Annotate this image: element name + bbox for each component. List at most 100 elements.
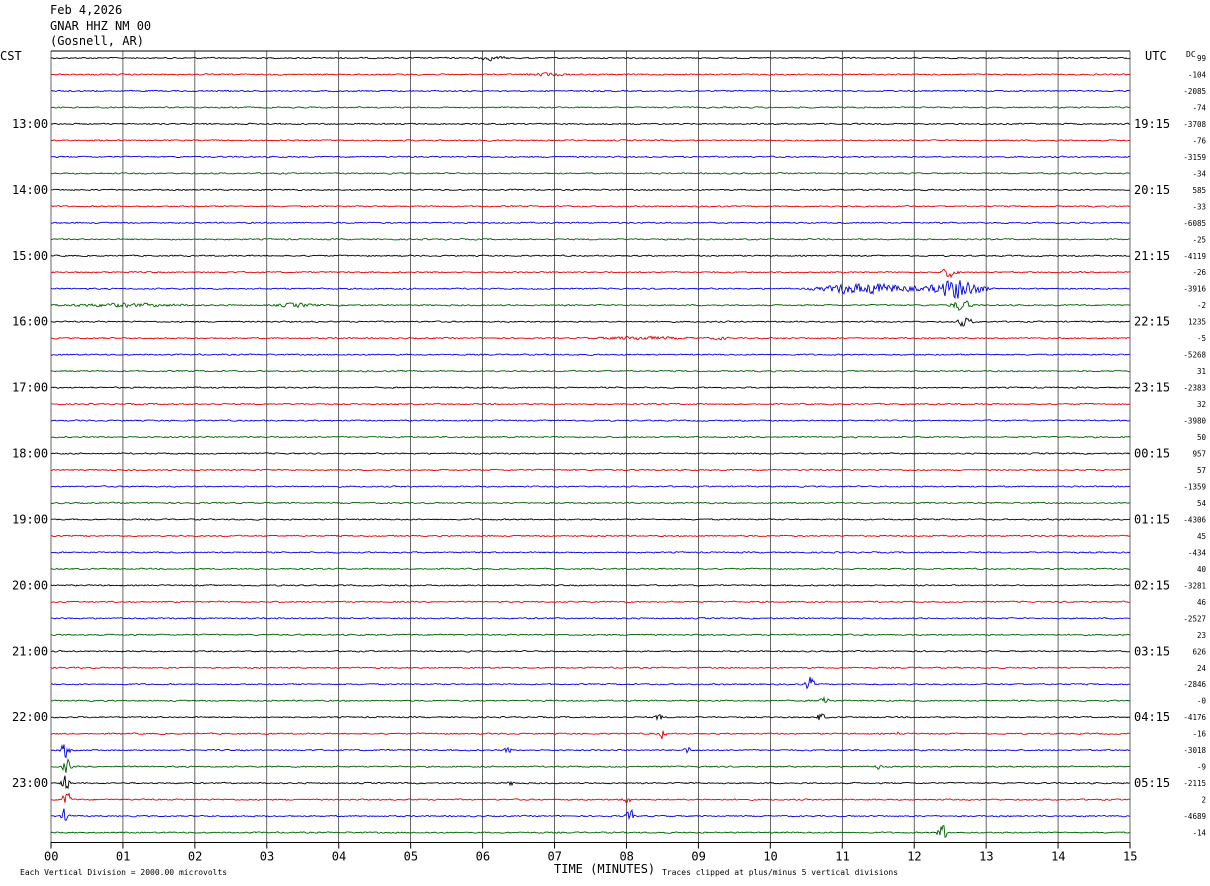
trace-line (50, 122, 1131, 126)
trace-line (50, 419, 1131, 422)
dc-offset-label: -9 (1197, 763, 1206, 772)
trace-line (50, 775, 1131, 790)
trace-line (50, 205, 1131, 208)
dc-offset-label: -3708 (1183, 120, 1206, 129)
right-tz-label: UTC (1145, 49, 1167, 63)
x-tick-label: 07 (548, 850, 562, 864)
trace-line (50, 335, 1131, 341)
left-hour-label: 20:00 (12, 578, 48, 592)
left-hour-label: 23:00 (12, 776, 48, 790)
trace-line (50, 435, 1131, 439)
x-tick-label: 15 (1123, 850, 1137, 864)
dc-offset-label: 957 (1192, 450, 1206, 459)
right-hour-label: 20:15 (1134, 183, 1170, 197)
dc-offset-label: -5 (1197, 334, 1206, 343)
dc-offset-label: -2527 (1183, 614, 1206, 623)
right-hour-label: 23:15 (1134, 381, 1170, 395)
trace-line (50, 617, 1131, 620)
right-time-labels: 19:15 20:15 21:15 22:15 23:15 00:15 01:15 02:15… (1134, 117, 1170, 790)
dc-offset-label: 32 (1197, 400, 1206, 409)
right-hour-label: 01:15 (1134, 512, 1170, 526)
left-hour-label: 21:00 (12, 644, 48, 658)
trace-line (50, 518, 1131, 521)
right-hour-label: 21:15 (1134, 249, 1170, 263)
right-hour-label: 02:15 (1134, 578, 1170, 592)
trace-line (50, 534, 1131, 538)
x-tick-label: 06 (476, 850, 490, 864)
header-location: (Gosnell, AR) (50, 34, 144, 48)
trace-line (50, 386, 1131, 389)
trace-line (50, 744, 1131, 759)
x-tick-label: 00 (44, 850, 58, 864)
scale-note: Each Vertical Division = 2000.00 microvo… (20, 868, 227, 877)
trace-line (50, 600, 1131, 604)
header-station: GNAR HHZ NM 00 (50, 19, 152, 33)
clip-note: Traces clipped at plus/minus 5 vertical … (662, 868, 898, 877)
dc-offset-label: -2383 (1183, 384, 1206, 393)
trace-line (50, 72, 1131, 77)
dc-offset-label: -3281 (1183, 581, 1206, 590)
x-tick-label: 11 (835, 850, 849, 864)
dc-offset-label: -26 (1192, 268, 1206, 277)
x-tick-label: 05 (404, 850, 418, 864)
right-hour-label: 05:15 (1134, 776, 1170, 790)
dc-offset-label: -4119 (1183, 252, 1206, 261)
dc-offset-label: 45 (1197, 532, 1206, 541)
dc-offset-label: -104 (1188, 70, 1207, 79)
x-tick-label: 12 (907, 850, 921, 864)
dc-offset-label: -4306 (1183, 515, 1206, 524)
left-hour-label: 22:00 (12, 710, 48, 724)
x-tick-label: 10 (763, 850, 777, 864)
dc-offset-label: -76 (1192, 136, 1206, 145)
grid-lines (50, 50, 1131, 844)
trace-line (50, 758, 1131, 773)
trace-line (50, 254, 1131, 258)
x-tick-label: 03 (260, 850, 274, 864)
left-hour-label: 14:00 (12, 183, 48, 197)
left-hour-label: 19:00 (12, 512, 48, 526)
dc-offset-label: -4689 (1183, 812, 1206, 821)
dc-offset-label: 23 (1197, 631, 1206, 640)
dc-offset-label: -16 (1192, 730, 1206, 739)
dc-header: DC (1186, 50, 1196, 59)
trace-line (50, 188, 1131, 192)
dc-offset-label: -3159 (1183, 153, 1206, 162)
x-axis-label: TIME (MINUTES) (554, 862, 655, 876)
trace-line (50, 501, 1131, 505)
trace-line (50, 730, 1131, 740)
dc-offset-label: -4176 (1183, 713, 1206, 722)
trace-line (50, 172, 1131, 175)
left-hour-label: 13:00 (12, 117, 48, 131)
dc-offset-label: 99 (1197, 54, 1206, 63)
trace-line (50, 666, 1131, 669)
x-axis-ticks: 00 01 02 03 04 05 06 07 08 09 10 11 12 13 14 15 (44, 842, 1137, 864)
dc-offset-label: -3018 (1183, 746, 1206, 755)
trace-line (50, 369, 1131, 373)
trace-line (50, 584, 1131, 587)
header-date: Feb 4,2026 (50, 3, 123, 17)
trace-line (50, 676, 1131, 690)
dc-offset-label: -2115 (1183, 779, 1206, 788)
left-hour-label: 17:00 (12, 381, 48, 395)
trace-line (50, 402, 1131, 406)
dc-offset-label: 46 (1197, 598, 1207, 607)
trace-line (50, 452, 1131, 455)
x-tick-label: 02 (188, 850, 202, 864)
x-tick-label: 08 (619, 850, 633, 864)
trace-line (50, 468, 1131, 472)
x-tick-label: 01 (116, 850, 130, 864)
trace-line (50, 155, 1131, 159)
dc-offset-label: 626 (1192, 647, 1206, 656)
left-hour-label: 15:00 (12, 249, 48, 263)
trace-line (50, 268, 1131, 279)
dc-offset-label: 31 (1197, 367, 1206, 376)
trace-line (50, 792, 1131, 803)
trace-line (50, 567, 1131, 571)
dc-offset-label: 2 (1201, 796, 1206, 805)
dc-offset-label: -33 (1192, 202, 1206, 211)
dc-offset-labels: 99 -104 -2085 -74 -3708 -76 -3159 -34 585 -33 -608… (1183, 54, 1206, 838)
trace-line (50, 713, 1131, 721)
right-hour-label: 03:15 (1134, 644, 1170, 658)
dc-offset-label: -2 (1197, 301, 1206, 310)
